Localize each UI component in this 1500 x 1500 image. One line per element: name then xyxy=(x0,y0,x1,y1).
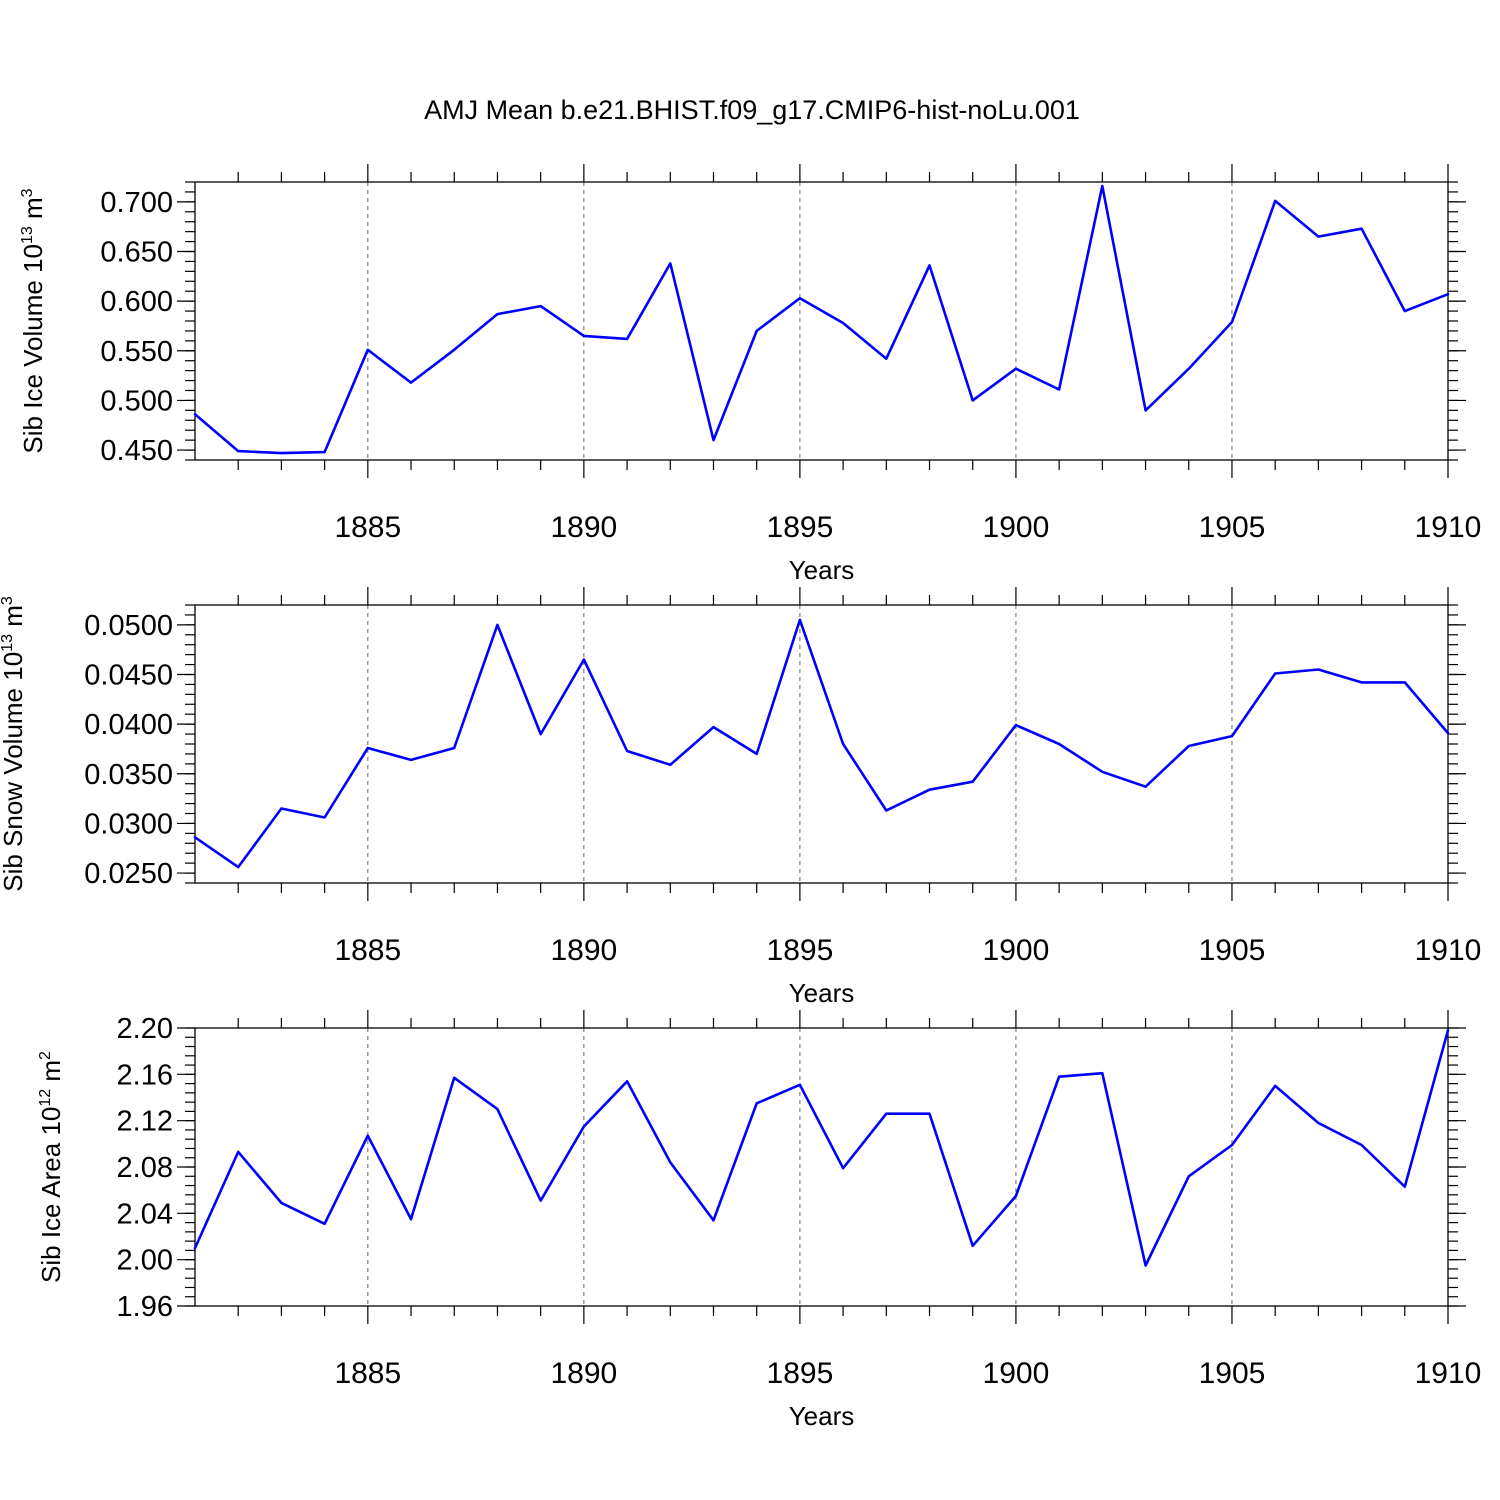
y-tick-label: 0.0400 xyxy=(84,709,173,741)
x-tick-label: 1910 xyxy=(1415,1357,1482,1390)
x-tick-label: 1890 xyxy=(550,1357,617,1390)
x-tick-label: 1895 xyxy=(767,934,834,967)
series-line xyxy=(193,1029,1450,1267)
y-tick-label: 0.0350 xyxy=(84,759,173,791)
x-tick-label: 1885 xyxy=(334,1357,401,1390)
y-tick-label: 0.550 xyxy=(100,336,173,368)
y-tick-label: 2.20 xyxy=(117,1013,173,1045)
y-tick-label: 0.0500 xyxy=(84,610,173,642)
y-tick-label: 0.500 xyxy=(100,385,173,417)
y-tick-label: 1.96 xyxy=(117,1291,173,1323)
y-tick-label: 0.0450 xyxy=(84,660,173,692)
y-tick-label: 0.650 xyxy=(100,237,173,269)
x-tick-label: 1890 xyxy=(550,511,617,544)
y-tick-label: 0.450 xyxy=(100,435,173,467)
x-axis-label: Years xyxy=(789,555,855,585)
series-line xyxy=(193,184,1450,455)
x-tick-label: 1905 xyxy=(1199,1357,1266,1390)
series-line xyxy=(193,618,1450,869)
x-tick-label: 1900 xyxy=(983,511,1050,544)
y-tick-label: 2.04 xyxy=(117,1198,173,1230)
panel-sib-snow-volume: 0.0250 0.0300 0.0350 0.0400 0.0450 0.0500 1885… xyxy=(0,587,1481,1008)
panel-sib-ice-volume: 0.450 0.500 0.550 0.600 0.650 0.700 1885 1890 18… xyxy=(18,164,1481,585)
x-tick-label: 1905 xyxy=(1199,511,1266,544)
x-tick-label: 1885 xyxy=(334,511,401,544)
x-tick-label: 1900 xyxy=(983,1357,1050,1390)
figure-title: AMJ Mean b.e21.BHIST.f09_g17.CMIP6-hist-… xyxy=(424,95,1080,125)
y-tick-label: 2.12 xyxy=(117,1106,173,1138)
x-tick-label: 1895 xyxy=(767,511,834,544)
x-axis-label: Years xyxy=(789,1401,855,1431)
y-tick-label: 0.0250 xyxy=(84,858,173,890)
y-axis-label: Sib Ice Volume 1013 m3 xyxy=(18,188,48,453)
y-tick-label: 0.0300 xyxy=(84,808,173,840)
x-tick-label: 1890 xyxy=(550,934,617,967)
x-axis-label: Years xyxy=(789,978,855,1008)
plot-frame xyxy=(194,181,1449,461)
y-axis-label: Sib Ice Area 1012 m2 xyxy=(36,1051,66,1283)
y-tick-label: 2.16 xyxy=(117,1059,173,1091)
plot-frame xyxy=(194,1027,1449,1307)
x-tick-label: 1885 xyxy=(334,934,401,967)
y-tick-label: 2.08 xyxy=(117,1152,173,1184)
y-axis-label: Sib Snow Volume 1013 m3 xyxy=(0,596,28,892)
x-tick-label: 1910 xyxy=(1415,934,1482,967)
x-tick-label: 1895 xyxy=(767,1357,834,1390)
y-tick-label: 0.600 xyxy=(100,286,173,318)
y-tick-label: 2.00 xyxy=(117,1245,173,1277)
x-tick-label: 1900 xyxy=(983,934,1050,967)
x-tick-label: 1905 xyxy=(1199,934,1266,967)
plot-frame xyxy=(194,604,1449,884)
panel-sib-ice-area: 1.96 2.00 2.04 2.08 2.12 2.16 2.20 1885 1890 1895… xyxy=(36,1010,1481,1431)
y-tick-label: 0.700 xyxy=(100,187,173,219)
x-tick-label: 1910 xyxy=(1415,511,1482,544)
